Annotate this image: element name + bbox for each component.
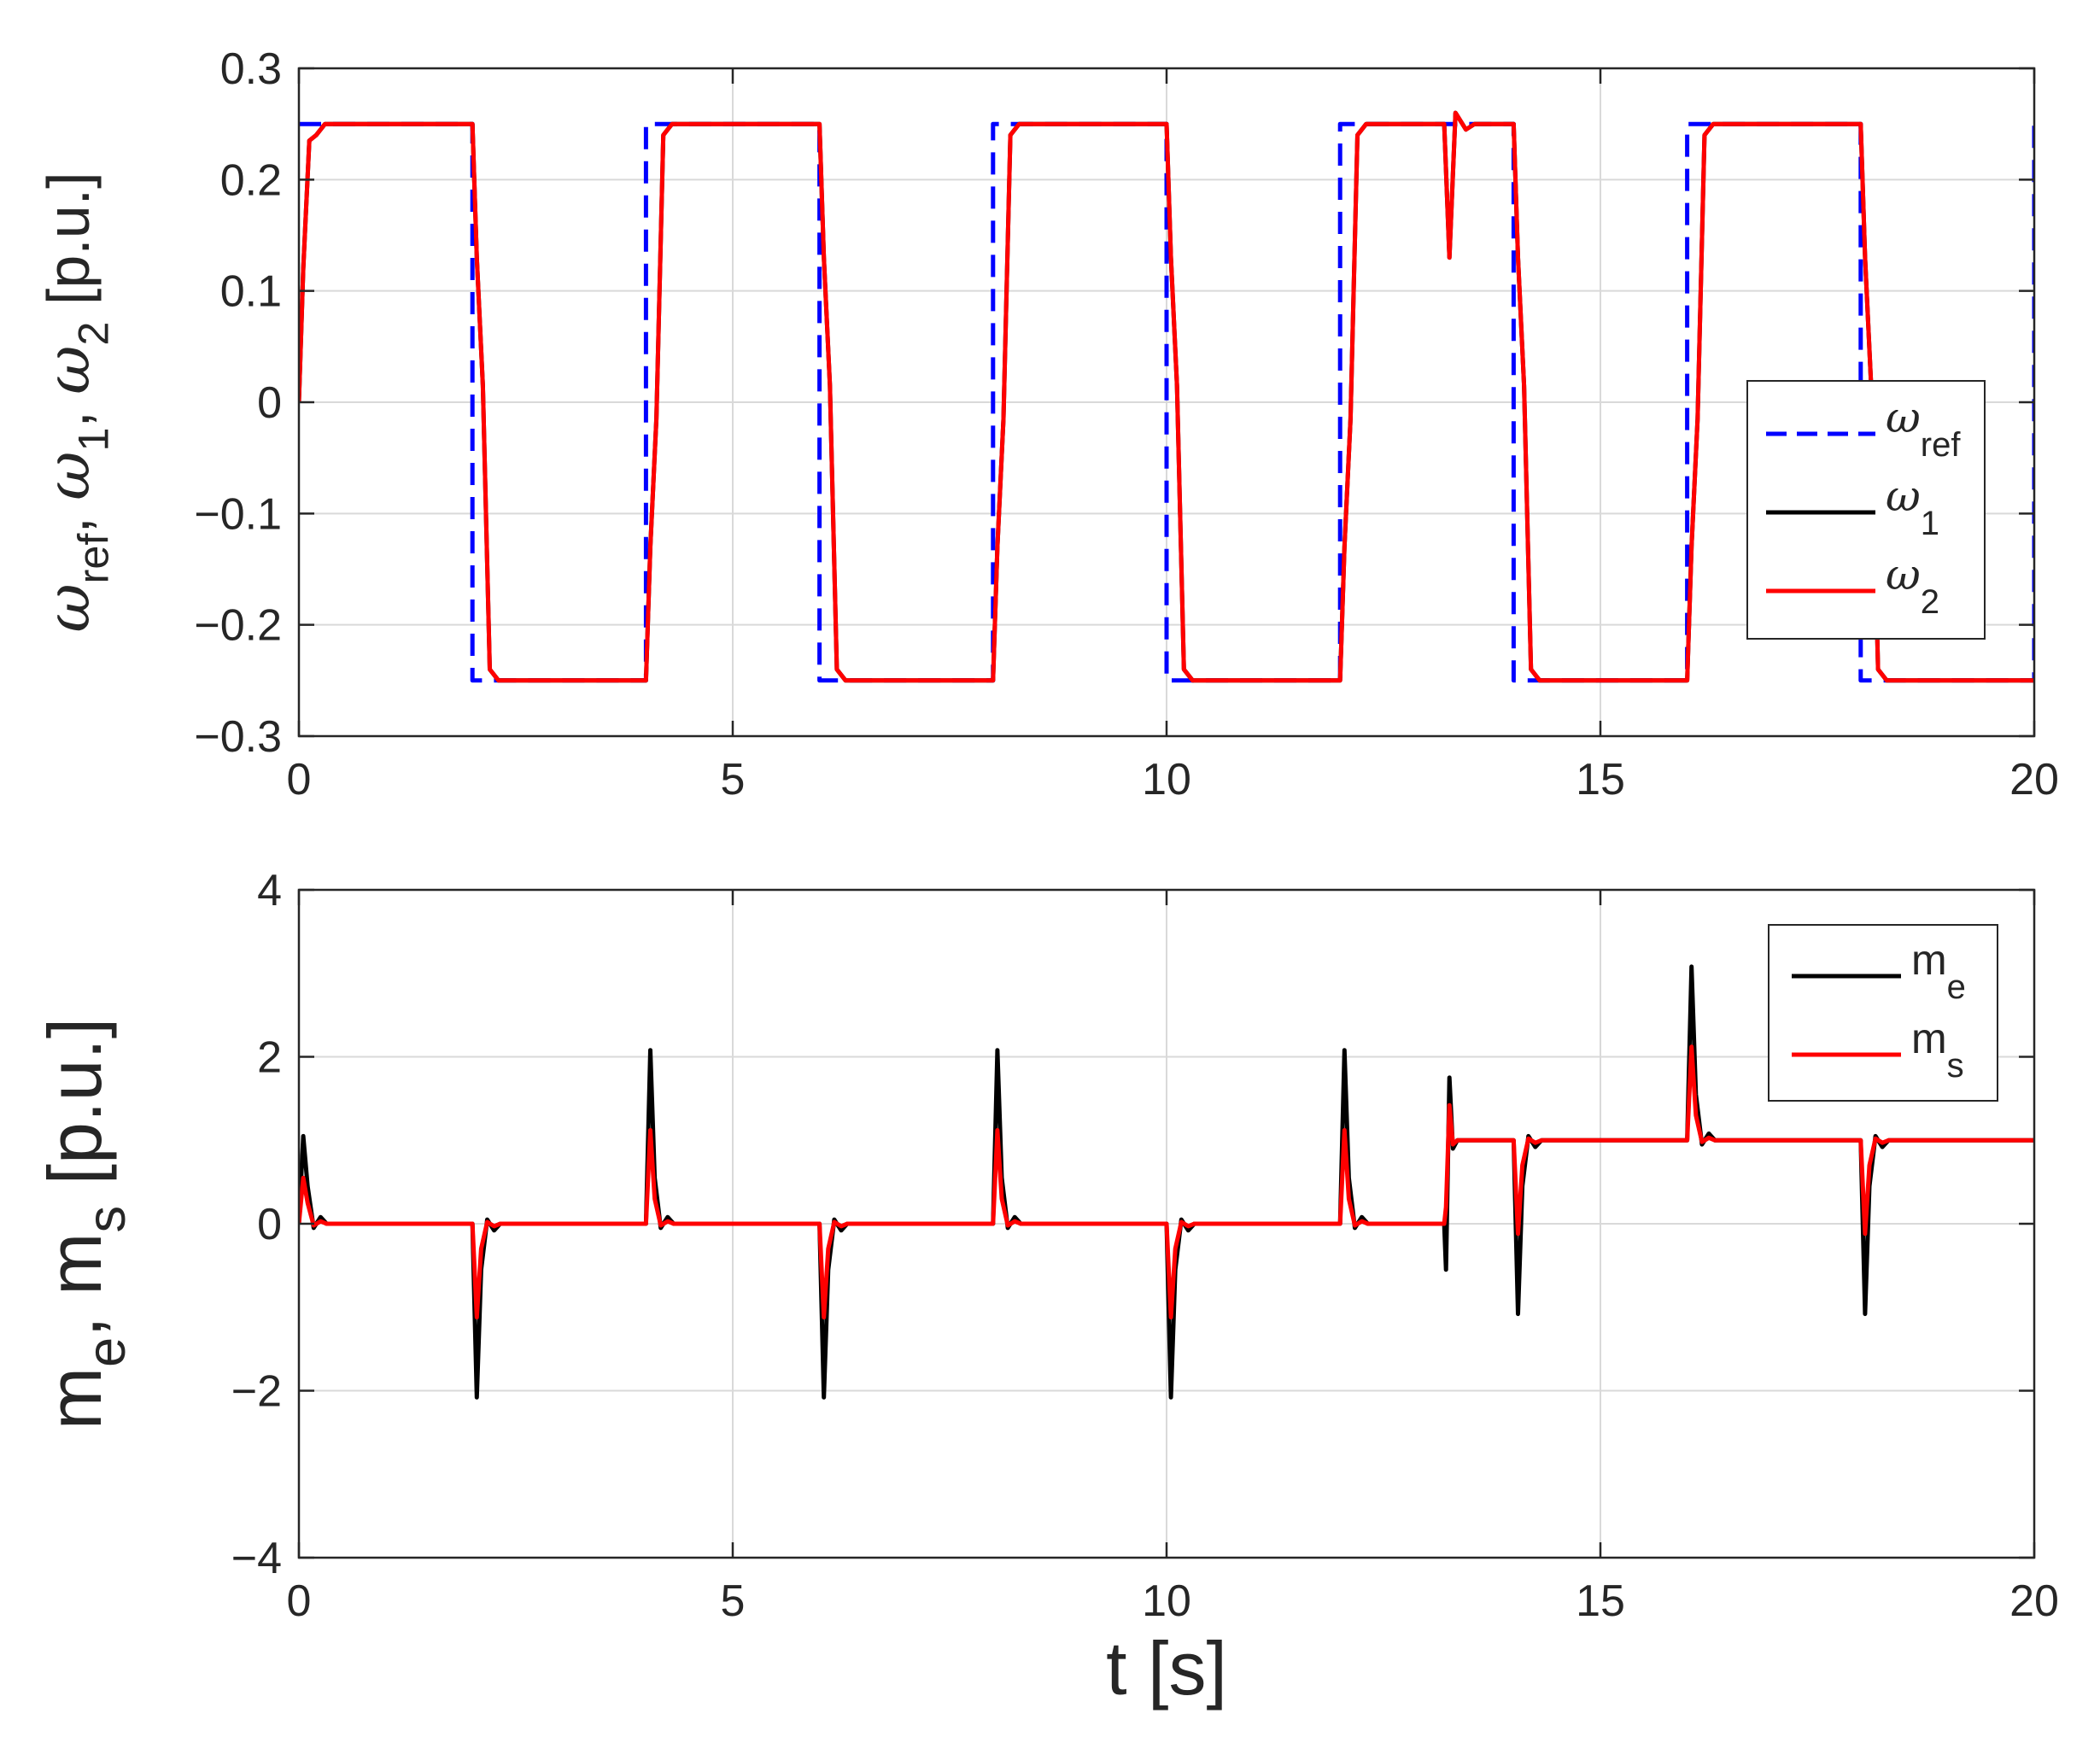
series-group — [299, 110, 2034, 683]
x-tick-label: 20 — [2009, 755, 2059, 804]
y-tick-label: −2 — [231, 1367, 282, 1417]
y-tick-label: 0 — [257, 378, 282, 428]
y-tick-label: −0.2 — [194, 601, 282, 651]
x-tick-label: 15 — [1576, 1576, 1625, 1626]
legend: me ms — [1768, 924, 1998, 1102]
x-axis-label: t [s] — [1106, 1626, 1227, 1711]
x-tick-label: 15 — [1576, 755, 1625, 804]
legend-label: ms — [1911, 1015, 1964, 1085]
y-axis-label: ωref​, ω1​, ω2​ [p.u.] — [33, 172, 117, 632]
x-tick-label: 20 — [2009, 1576, 2059, 1626]
y-tick-label: −0.3 — [194, 712, 282, 762]
legend-label: me — [1911, 936, 1966, 1006]
legend-label: ωref — [1886, 393, 1961, 464]
chart-2: 0 5 10 15 20 −4 −2 0 2 4 me​, ms​ [p.u.] t [s] me ms — [32, 866, 2059, 1711]
legend-box — [1768, 924, 1998, 1102]
x-tick-label: 0 — [287, 755, 312, 804]
y-axis-label: me​, ms​ [p.u.] — [32, 1018, 137, 1430]
x-tick-label: 5 — [721, 1576, 746, 1626]
y-tick-label: 0.1 — [220, 267, 282, 317]
y-tick-label: 4 — [257, 866, 282, 915]
series-m-s — [299, 1044, 2034, 1319]
y-tick-label: 0 — [257, 1200, 282, 1249]
x-tick-label: 0 — [287, 1576, 312, 1626]
x-tick-label: 10 — [1142, 1576, 1191, 1626]
series-group — [299, 964, 2034, 1400]
y-tick-label: −4 — [231, 1534, 282, 1583]
chart-1: 0 5 10 15 20 −0.3 −0.2 −0.1 0 0.1 0.2 0.3 ωref​, ω1​… — [33, 44, 2059, 804]
y-tick-label: 2 — [257, 1033, 282, 1083]
y-tick-label: 0.3 — [220, 44, 282, 94]
series-omega-2 — [299, 110, 2034, 683]
legend-label: ω2 — [1886, 550, 1939, 621]
legend-box — [1746, 380, 1986, 640]
y-tick-label: −0.1 — [194, 489, 282, 539]
legend-label: ω1 — [1886, 471, 1939, 542]
x-tick-label: 5 — [721, 755, 746, 804]
x-tick-label: 10 — [1142, 755, 1191, 804]
y-tick-label: 0.2 — [220, 155, 282, 205]
